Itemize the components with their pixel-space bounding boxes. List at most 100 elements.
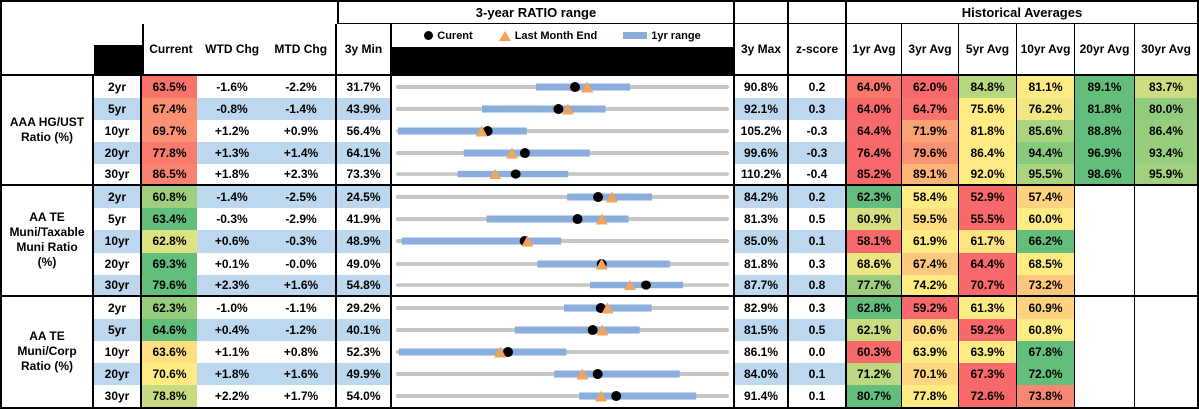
1yr-range-bar — [590, 281, 683, 288]
cell-3y-min: 52.3% — [337, 340, 392, 363]
cell-3y-min: 73.3% — [337, 164, 392, 187]
cell-avg-1yr: 71.2% — [847, 362, 902, 385]
cell-wtd-chg: +1.3% — [197, 142, 267, 165]
cell-avg-3yr: 59.5% — [902, 208, 959, 231]
cell-avg-30yr — [1135, 274, 1197, 297]
cell-current: 70.6% — [142, 362, 197, 385]
cell-current: 78.8% — [142, 384, 197, 407]
cell-zscore: 0.0 — [789, 340, 847, 363]
range-chart — [395, 191, 730, 203]
group-label: AA TE Muni/Corp Ratio (%) — [2, 296, 94, 407]
cell-avg-30yr — [1135, 208, 1197, 231]
cell-mtd-chg: +1.6% — [267, 274, 337, 297]
last-month-end-triangle — [605, 191, 618, 203]
cell-avg-3yr: 79.6% — [902, 142, 959, 165]
cell-range-chart — [392, 76, 735, 99]
cell-avg-30yr: 80.0% — [1135, 98, 1197, 121]
cell-avg-3yr: 71.9% — [902, 120, 959, 143]
cell-avg-10yr: 57.4% — [1017, 186, 1075, 209]
cell-avg-5yr: 64.4% — [959, 252, 1017, 275]
cell-range-chart — [392, 252, 735, 275]
cell-range-chart — [392, 340, 735, 363]
cell-wtd-chg: -1.4% — [197, 186, 267, 209]
tenor-label: 30yr — [94, 384, 142, 407]
cell-3y-min: 56.4% — [337, 120, 392, 143]
cell-wtd-chg: +2.2% — [197, 384, 267, 407]
tenor-label: 2yr — [94, 76, 142, 99]
last-month-end-triangle — [475, 125, 488, 137]
cell-3y-max: 110.2% — [735, 164, 789, 187]
cell-avg-5yr: 86.4% — [959, 142, 1017, 165]
cell-3y-max: 81.3% — [735, 208, 789, 231]
cell-avg-20yr: 81.8% — [1075, 98, 1135, 121]
cell-avg-3yr: 74.2% — [902, 274, 959, 297]
cell-range-chart — [392, 362, 735, 385]
range-chart — [395, 213, 730, 225]
cell-mtd-chg: +2.3% — [267, 164, 337, 187]
cell-3y-max: 99.6% — [735, 142, 789, 165]
cell-avg-5yr: 75.6% — [959, 98, 1017, 121]
cell-avg-10yr: 60.9% — [1017, 296, 1075, 319]
last-month-end-triangle — [595, 213, 608, 225]
cell-3y-max: 87.7% — [735, 274, 789, 297]
cell-3y-min: 49.0% — [337, 252, 392, 275]
cell-current: 77.8% — [142, 142, 197, 165]
cell-current: 67.4% — [142, 98, 197, 121]
cell-avg-20yr — [1075, 208, 1135, 231]
cell-wtd-chg: -0.3% — [197, 208, 267, 231]
last-month-end-triangle — [595, 258, 608, 270]
cell-current: 63.4% — [142, 208, 197, 231]
cell-3y-min: 31.7% — [337, 76, 392, 99]
tenor-label: 10yr — [94, 230, 142, 253]
cell-avg-3yr: 59.2% — [902, 296, 959, 319]
cell-wtd-chg: +0.1% — [197, 252, 267, 275]
cell-range-chart — [392, 230, 735, 253]
cell-wtd-chg: -0.8% — [197, 98, 267, 121]
cell-range-chart — [392, 318, 735, 341]
cell-current: 62.3% — [142, 296, 197, 319]
tenor-label: 10yr — [94, 120, 142, 143]
range-chart — [395, 390, 730, 402]
cell-zscore: 0.5 — [789, 208, 847, 231]
cell-zscore: -0.3 — [789, 120, 847, 143]
cell-avg-10yr: 94.4% — [1017, 142, 1075, 165]
cell-avg-20yr — [1075, 340, 1135, 363]
cell-mtd-chg: +1.6% — [267, 362, 337, 385]
last-month-end-triangle — [494, 346, 507, 358]
range-chart — [395, 279, 730, 290]
cell-avg-10yr: 72.0% — [1017, 362, 1075, 385]
cell-avg-10yr: 66.2% — [1017, 230, 1075, 253]
current-dot — [611, 390, 622, 401]
range-chart — [395, 258, 730, 270]
cell-avg-10yr: 67.8% — [1017, 340, 1075, 363]
range-chart — [395, 169, 730, 180]
1yr-range-bar — [398, 348, 567, 356]
cell-range-chart — [392, 120, 735, 143]
cell-avg-30yr — [1135, 230, 1197, 253]
current-column-header: Current — [149, 42, 193, 56]
avg-column-header-30yr: 30yr Avg — [1135, 24, 1197, 76]
tenor-label: 2yr — [94, 296, 142, 319]
cell-zscore: -0.4 — [789, 164, 847, 187]
cell-current: 86.5% — [142, 164, 197, 187]
cell-3y-max: 92.1% — [735, 98, 789, 121]
cell-current: 64.6% — [142, 318, 197, 341]
tenor-label: 10yr — [94, 340, 142, 363]
cell-avg-20yr — [1075, 252, 1135, 275]
cell-avg-3yr: 77.8% — [902, 384, 959, 407]
group-label: AAA HG/UST Ratio (%) — [2, 76, 94, 187]
legend-range-item: 1yr range — [623, 30, 701, 42]
cell-avg-30yr — [1135, 362, 1197, 385]
cell-current: 63.6% — [142, 340, 197, 363]
cell-avg-5yr: 61.3% — [959, 296, 1017, 319]
cell-avg-1yr: 64.0% — [847, 76, 902, 99]
cell-zscore: 0.3 — [789, 98, 847, 121]
cell-avg-3yr: 63.9% — [902, 340, 959, 363]
legend-lme-label: Last Month End — [514, 29, 598, 42]
cell-zscore: 0.2 — [789, 76, 847, 99]
cell-mtd-chg: -2.5% — [267, 186, 337, 209]
cell-avg-30yr — [1135, 252, 1197, 275]
current-dot — [510, 169, 521, 179]
3y-max-column-header: 3y Max — [735, 24, 789, 76]
cell-3y-max: 86.1% — [735, 340, 789, 363]
